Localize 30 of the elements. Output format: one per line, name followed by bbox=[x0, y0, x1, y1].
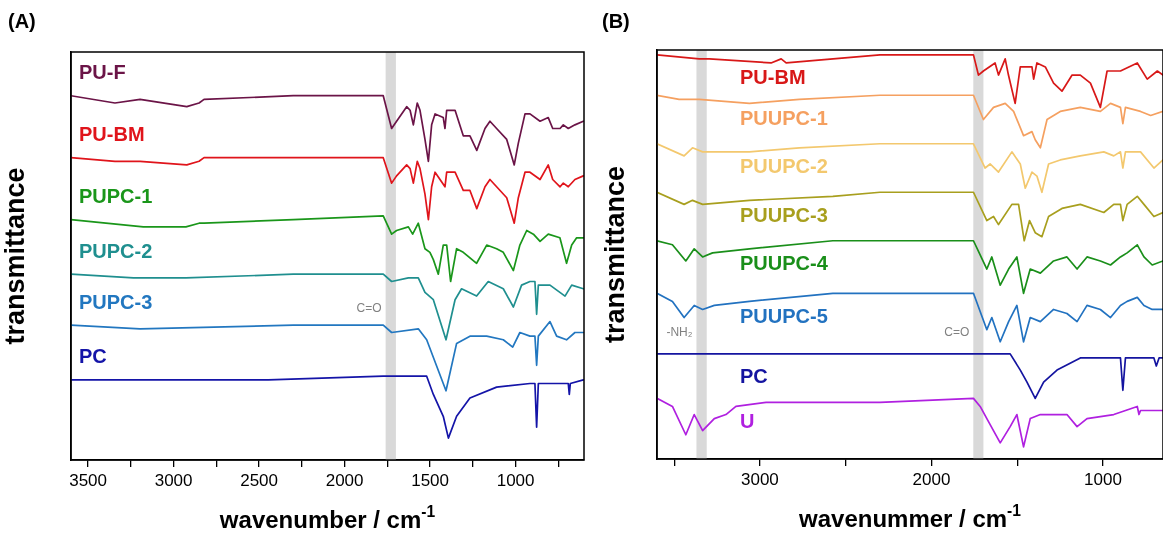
series-label: PUPC-3 bbox=[79, 290, 153, 313]
series-label: PU-F bbox=[79, 61, 126, 84]
y-axis-title: transmittance bbox=[0, 167, 30, 345]
x-tick-label: 3500 bbox=[69, 470, 108, 490]
series-label: PUUPC-3 bbox=[740, 203, 828, 226]
band-label: -NH₂ bbox=[666, 324, 693, 339]
x-tick-label: 2000 bbox=[325, 470, 364, 490]
series-label: PUUPC-2 bbox=[740, 155, 828, 178]
x-tick-label: 1000 bbox=[1084, 469, 1122, 489]
series-label: PU-BM bbox=[740, 66, 806, 89]
x-tick-label: 1500 bbox=[411, 470, 450, 490]
chart-title: (B) bbox=[602, 10, 630, 32]
x-tick-label: 3000 bbox=[154, 470, 193, 490]
series-label: PUPC-1 bbox=[79, 185, 153, 208]
band-label: C=O bbox=[356, 301, 382, 316]
y-axis-title: transmittance bbox=[599, 165, 630, 344]
band-label: C=O bbox=[944, 324, 970, 339]
series-label: PU-BM bbox=[79, 123, 145, 146]
series-label: PUUPC-4 bbox=[740, 252, 829, 275]
series-label: PC bbox=[79, 345, 107, 368]
x-tick-label: 1000 bbox=[496, 470, 535, 490]
series-label: U bbox=[740, 409, 755, 432]
series-label: PC bbox=[740, 365, 768, 388]
x-tick-label: 3000 bbox=[741, 469, 779, 489]
series-label: PUUPC-1 bbox=[740, 106, 828, 129]
series-label: PUPC-2 bbox=[79, 239, 153, 262]
chart-title: (A) bbox=[8, 10, 36, 32]
series-label: PUUPC-5 bbox=[740, 304, 828, 327]
x-tick-label: 2500 bbox=[240, 470, 279, 490]
x-tick-label: 2000 bbox=[912, 469, 951, 489]
